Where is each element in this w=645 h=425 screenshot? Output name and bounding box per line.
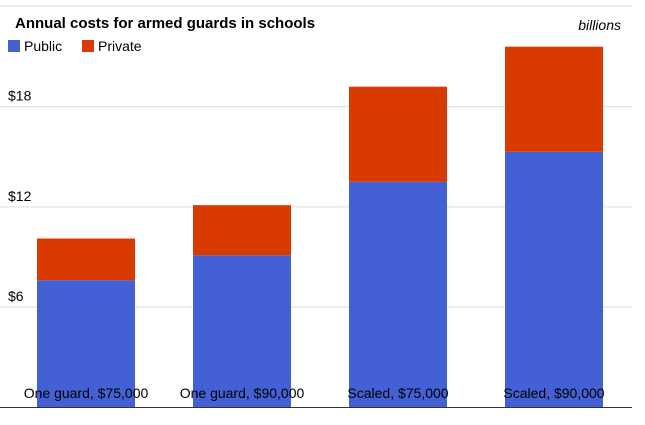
chart-title: Annual costs for armed guards in schools bbox=[15, 15, 315, 32]
bar-private bbox=[37, 238, 135, 281]
bar-private bbox=[505, 46, 603, 152]
bar-private bbox=[349, 86, 447, 182]
legend: Public Private bbox=[8, 38, 142, 54]
category-labels: One guard, $75,000 One guard, $90,000 Scal… bbox=[24, 385, 605, 401]
y-tick-label: $12 bbox=[8, 188, 32, 204]
bar-public bbox=[37, 280, 135, 407]
bar-private bbox=[193, 205, 291, 256]
bar-public bbox=[193, 255, 291, 407]
x-category-label: Scaled, $75,000 bbox=[347, 385, 448, 401]
legend-swatch-private bbox=[82, 40, 94, 52]
x-category-label: One guard, $90,000 bbox=[180, 385, 305, 401]
legend-swatch-public bbox=[8, 40, 20, 52]
bars bbox=[37, 46, 603, 407]
y-tick-label: $18 bbox=[8, 88, 32, 104]
legend-label-public: Public bbox=[24, 38, 62, 54]
legend-label-private: Private bbox=[98, 38, 142, 54]
bar-public bbox=[505, 151, 603, 407]
y-tick-label: $6 bbox=[8, 288, 24, 304]
x-category-label: One guard, $75,000 bbox=[24, 385, 149, 401]
y-axis-ticks: $6 $12 $18 bbox=[8, 88, 32, 304]
units-label: billions bbox=[578, 17, 621, 33]
x-category-label: Scaled, $90,000 bbox=[503, 385, 604, 401]
bar-public bbox=[349, 181, 447, 407]
